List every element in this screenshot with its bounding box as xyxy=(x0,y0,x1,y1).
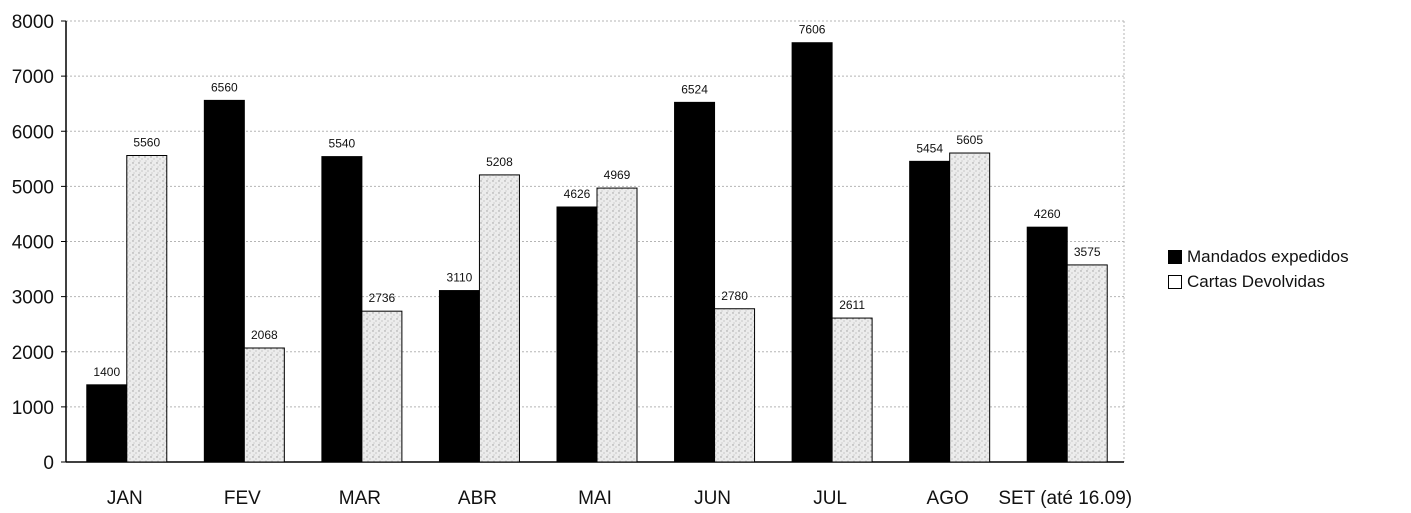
data-label-mandados: 6560 xyxy=(211,80,238,94)
bar-cartas xyxy=(596,187,638,463)
y-tick-label: 2000 xyxy=(12,343,54,364)
bars xyxy=(86,42,1108,463)
data-label-mandados: 5454 xyxy=(916,141,943,155)
bar-mandados xyxy=(674,101,716,463)
bar-mandados xyxy=(438,290,480,463)
x-category-label: ABR xyxy=(458,488,497,509)
data-label-mandados: 6524 xyxy=(681,82,708,96)
bar-cartas xyxy=(714,308,756,463)
data-label-cartas: 2068 xyxy=(251,328,278,342)
y-tick-label: 5000 xyxy=(12,177,54,198)
bar-mandados xyxy=(791,42,833,463)
legend-swatch-mandados xyxy=(1168,249,1182,264)
bar-cartas xyxy=(361,310,403,463)
bar-mandados xyxy=(1026,226,1068,463)
y-tick-label: 7000 xyxy=(12,67,54,88)
x-category-label: MAI xyxy=(578,488,612,509)
y-tick-label: 3000 xyxy=(12,288,54,309)
bar-mandados xyxy=(203,99,245,463)
x-category-label: MAR xyxy=(339,488,381,509)
x-category-label: JUN xyxy=(694,488,731,509)
legend-item-cartas: Cartas Devolvidas xyxy=(1168,269,1349,294)
data-label-mandados: 7606 xyxy=(799,23,826,37)
bar-mandados xyxy=(321,156,363,463)
data-label-cartas: 3575 xyxy=(1074,245,1101,259)
bar-cartas xyxy=(243,347,285,463)
y-tick-label: 8000 xyxy=(12,12,54,33)
data-label-cartas: 2611 xyxy=(839,298,865,312)
bar-cartas xyxy=(1066,264,1108,463)
axes: 0 1000 2000 3000 4000 5000 6000 7000 8000 JAN FEV M… xyxy=(12,12,1132,509)
x-category-label: SET (até 16.09) xyxy=(998,488,1132,509)
x-category-label: JAN xyxy=(107,488,143,509)
y-tick-label: 4000 xyxy=(12,233,54,254)
data-labels: 1400 5560 6560 2068 5540 2736 3110 5208 4626 4969… xyxy=(93,23,1100,379)
bar-mandados xyxy=(556,206,598,463)
data-label-mandados: 5540 xyxy=(329,137,356,151)
x-category-label: AGO xyxy=(927,488,969,509)
data-label-mandados: 4626 xyxy=(564,187,591,201)
bar-cartas xyxy=(949,152,991,463)
data-label-cartas: 5208 xyxy=(486,155,513,169)
legend-label-cartas: Cartas Devolvidas xyxy=(1187,271,1325,291)
data-label-cartas: 2736 xyxy=(369,291,396,305)
x-category-label: FEV xyxy=(224,488,261,509)
data-label-mandados: 4260 xyxy=(1034,207,1061,221)
legend-swatch-cartas xyxy=(1168,274,1182,289)
legend-item-mandados: Mandados expedidos xyxy=(1168,244,1349,269)
legend-label-mandados: Mandados expedidos xyxy=(1187,246,1349,266)
bar-cartas xyxy=(126,155,168,463)
y-tick-label: 1000 xyxy=(12,398,54,419)
bar-cartas xyxy=(831,317,873,463)
data-label-mandados: 3110 xyxy=(447,271,473,285)
bar-cartas xyxy=(478,174,520,463)
data-label-cartas: 4969 xyxy=(604,168,631,182)
bar-mandados xyxy=(909,160,951,463)
data-label-cartas: 5605 xyxy=(956,133,983,147)
data-label-cartas: 2780 xyxy=(721,289,748,303)
legend: Mandados expedidos Cartas Devolvidas xyxy=(1168,244,1349,294)
y-tick-label: 6000 xyxy=(12,122,54,143)
y-tick-label: 0 xyxy=(43,453,54,474)
data-label-cartas: 5560 xyxy=(133,136,160,150)
data-label-mandados: 1400 xyxy=(93,365,120,379)
x-category-label: JUL xyxy=(813,488,847,509)
bar-mandados xyxy=(86,384,128,463)
